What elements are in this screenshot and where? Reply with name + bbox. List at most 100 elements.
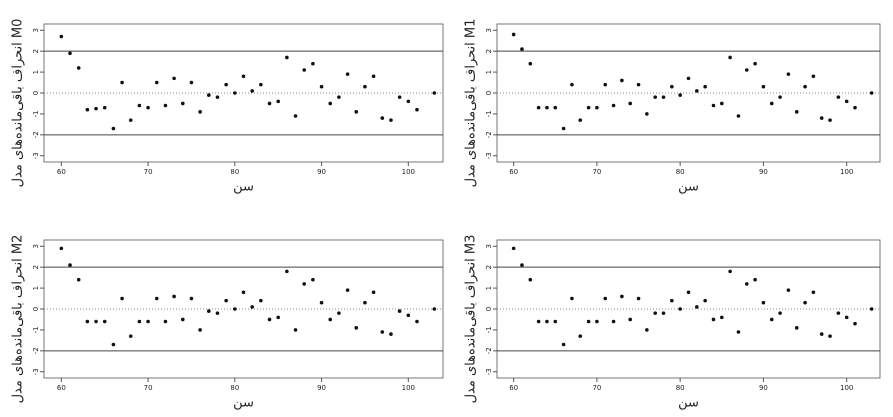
point — [415, 108, 419, 112]
y-tick-label: -3 — [32, 152, 40, 159]
point — [653, 311, 657, 315]
point — [172, 77, 176, 81]
point — [570, 297, 574, 301]
point — [77, 278, 81, 282]
point — [595, 320, 599, 324]
point — [845, 316, 849, 320]
y-tick-label: 0 — [32, 307, 40, 311]
point — [520, 47, 524, 51]
x-tick-label: 80 — [230, 384, 239, 392]
point — [762, 85, 766, 89]
point — [853, 322, 857, 326]
point — [294, 114, 298, 118]
point — [803, 301, 807, 305]
point — [653, 95, 657, 99]
point — [695, 305, 699, 309]
point — [302, 68, 306, 72]
point — [687, 290, 691, 294]
point — [94, 107, 98, 111]
x-tick-label: 90 — [759, 384, 768, 392]
point — [637, 83, 641, 87]
point — [94, 320, 98, 324]
point — [512, 247, 516, 251]
point — [320, 85, 324, 89]
x-axis-label: سن — [233, 180, 254, 195]
point — [68, 263, 72, 267]
point — [164, 320, 168, 324]
point — [259, 83, 263, 87]
point — [407, 100, 411, 104]
point — [603, 83, 607, 87]
x-tick-label: 80 — [230, 168, 239, 176]
y-tick-label: 2 — [485, 265, 493, 269]
y-tick-label: -1 — [32, 110, 40, 117]
point — [745, 68, 749, 72]
point — [181, 102, 185, 106]
point — [578, 334, 582, 338]
x-tick-label: 80 — [676, 384, 685, 392]
point — [687, 77, 691, 81]
point — [311, 62, 315, 66]
point — [570, 83, 574, 87]
point — [250, 305, 254, 309]
point — [138, 320, 142, 324]
point — [112, 127, 116, 131]
x-tick-label: 60 — [509, 168, 518, 176]
point — [207, 93, 211, 97]
point — [603, 297, 607, 301]
point — [662, 311, 666, 315]
x-tick-label: 90 — [317, 384, 326, 392]
point — [545, 320, 549, 324]
point — [129, 118, 133, 122]
point — [820, 116, 824, 120]
x-tick-label: 100 — [402, 168, 415, 176]
point — [553, 106, 557, 110]
x-tick-label: 60 — [509, 384, 518, 392]
point — [587, 320, 591, 324]
point — [628, 318, 632, 322]
point — [870, 91, 874, 95]
y-tick-label: -1 — [485, 110, 493, 117]
point — [164, 104, 168, 108]
point — [259, 299, 263, 303]
point — [870, 307, 874, 311]
point — [146, 320, 150, 324]
x-tick-label: 100 — [840, 384, 853, 392]
point — [346, 72, 350, 76]
point — [77, 66, 81, 70]
point — [242, 74, 246, 78]
point — [703, 85, 707, 89]
point — [276, 100, 280, 104]
point — [198, 328, 202, 332]
point — [628, 102, 632, 106]
point — [398, 95, 402, 99]
point — [537, 106, 541, 110]
point — [845, 100, 849, 104]
x-tick-label: 100 — [840, 168, 853, 176]
x-tick-label: 80 — [676, 168, 685, 176]
point — [670, 85, 674, 89]
y-tick-label: 1 — [32, 70, 40, 74]
x-tick-label: 60 — [57, 384, 66, 392]
point — [803, 85, 807, 89]
point — [372, 74, 376, 78]
point — [737, 114, 741, 118]
y-tick-label: -3 — [32, 368, 40, 375]
point — [120, 81, 124, 85]
point — [745, 282, 749, 286]
point — [250, 89, 254, 93]
point — [285, 56, 289, 60]
x-axis-label: سن — [678, 180, 699, 195]
y-tick-label: 3 — [485, 28, 493, 32]
point — [537, 320, 541, 324]
point — [354, 110, 358, 114]
y-tick-label: 2 — [32, 49, 40, 53]
y-tick-label: 1 — [32, 286, 40, 290]
y-tick-label: -2 — [485, 347, 493, 354]
point — [545, 106, 549, 110]
y-tick-label: -2 — [32, 131, 40, 138]
y-tick-label: 1 — [485, 286, 493, 290]
point — [433, 307, 437, 311]
point — [380, 116, 384, 120]
